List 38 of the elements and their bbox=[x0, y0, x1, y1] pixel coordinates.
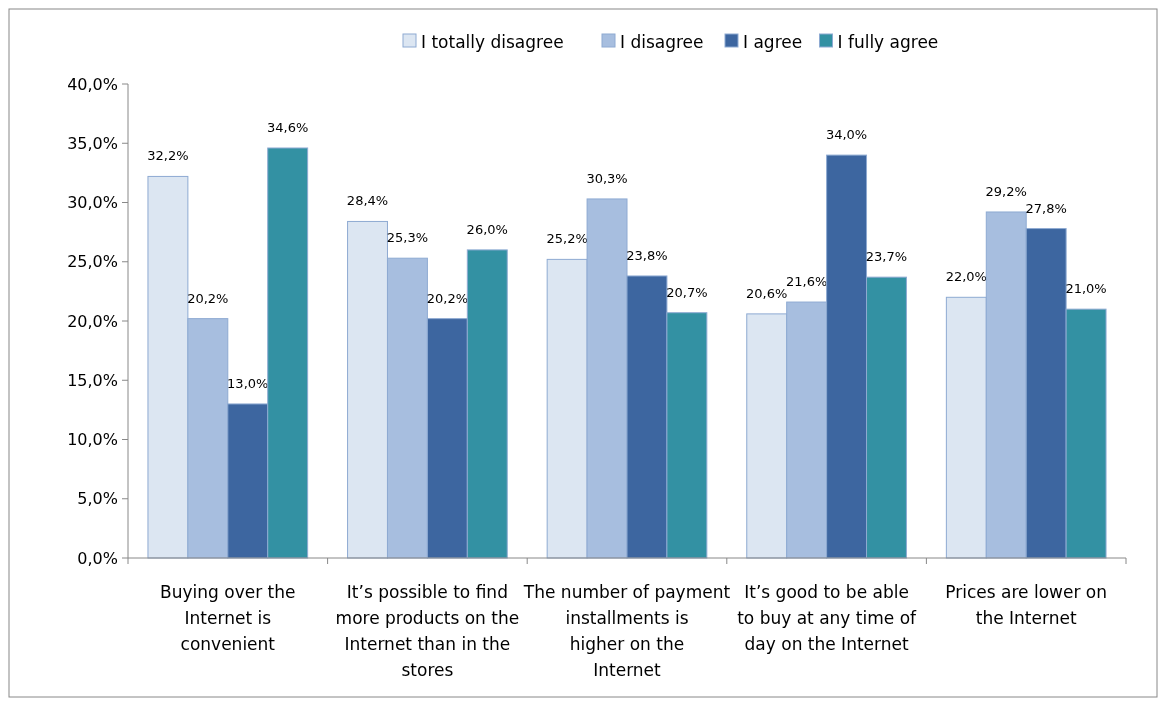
y-tick-label: 15,0% bbox=[67, 370, 118, 390]
data-label: 23,8% bbox=[626, 247, 668, 263]
data-label: 27,8% bbox=[1025, 200, 1067, 216]
data-label: 26,0% bbox=[466, 221, 508, 237]
data-label: 30,3% bbox=[586, 170, 628, 186]
legend-label: I totally disagree bbox=[421, 31, 564, 52]
y-tick-label: 20,0% bbox=[67, 311, 118, 331]
x-tick-label: Prices are lower on the Internet bbox=[945, 582, 1108, 628]
data-label: 29,2% bbox=[985, 183, 1027, 199]
legend-label: I agree bbox=[743, 31, 803, 52]
data-label: 20,6% bbox=[746, 285, 788, 301]
legend-label: I fully agree bbox=[837, 31, 939, 52]
data-label: 20,2% bbox=[187, 290, 229, 306]
y-tick-label: 10,0% bbox=[67, 430, 118, 450]
x-tick-label: The number of payment installments is higher on the Internet bbox=[522, 582, 731, 680]
data-label: 28,4% bbox=[346, 193, 389, 209]
data-label: 20,7% bbox=[666, 284, 708, 300]
data-label: 32,2% bbox=[147, 148, 189, 164]
y-tick-label: 35,0% bbox=[67, 133, 118, 153]
y-tick-label: 25,0% bbox=[67, 252, 118, 272]
data-label: 13,0% bbox=[227, 375, 269, 391]
x-tick-label: It’s possible to find more products on the Internet than in the stores bbox=[335, 582, 520, 680]
data-label: 23,7% bbox=[865, 249, 908, 265]
y-tick-label: 0,0% bbox=[77, 548, 118, 568]
data-label: 21,0% bbox=[1065, 281, 1107, 297]
data-label: 25,3% bbox=[386, 230, 429, 246]
data-label: 20,2% bbox=[426, 290, 469, 306]
y-tick-label: 5,0% bbox=[77, 489, 118, 509]
y-tick-label: 30,0% bbox=[67, 193, 118, 213]
legend-label: I disagree bbox=[620, 31, 704, 52]
data-label: 34,6% bbox=[267, 119, 309, 135]
data-label: 22,0% bbox=[945, 269, 987, 285]
x-tick-label: Buying over the Internet is convenient bbox=[160, 582, 296, 654]
x-tick-label: It’s good to be able to buy at any time of day on the Internet bbox=[737, 582, 918, 654]
data-label: 34,0% bbox=[825, 127, 868, 143]
y-tick-label: 40,0% bbox=[67, 74, 118, 94]
data-label: 21,6% bbox=[785, 274, 828, 290]
data-label: 25,2% bbox=[546, 231, 588, 247]
